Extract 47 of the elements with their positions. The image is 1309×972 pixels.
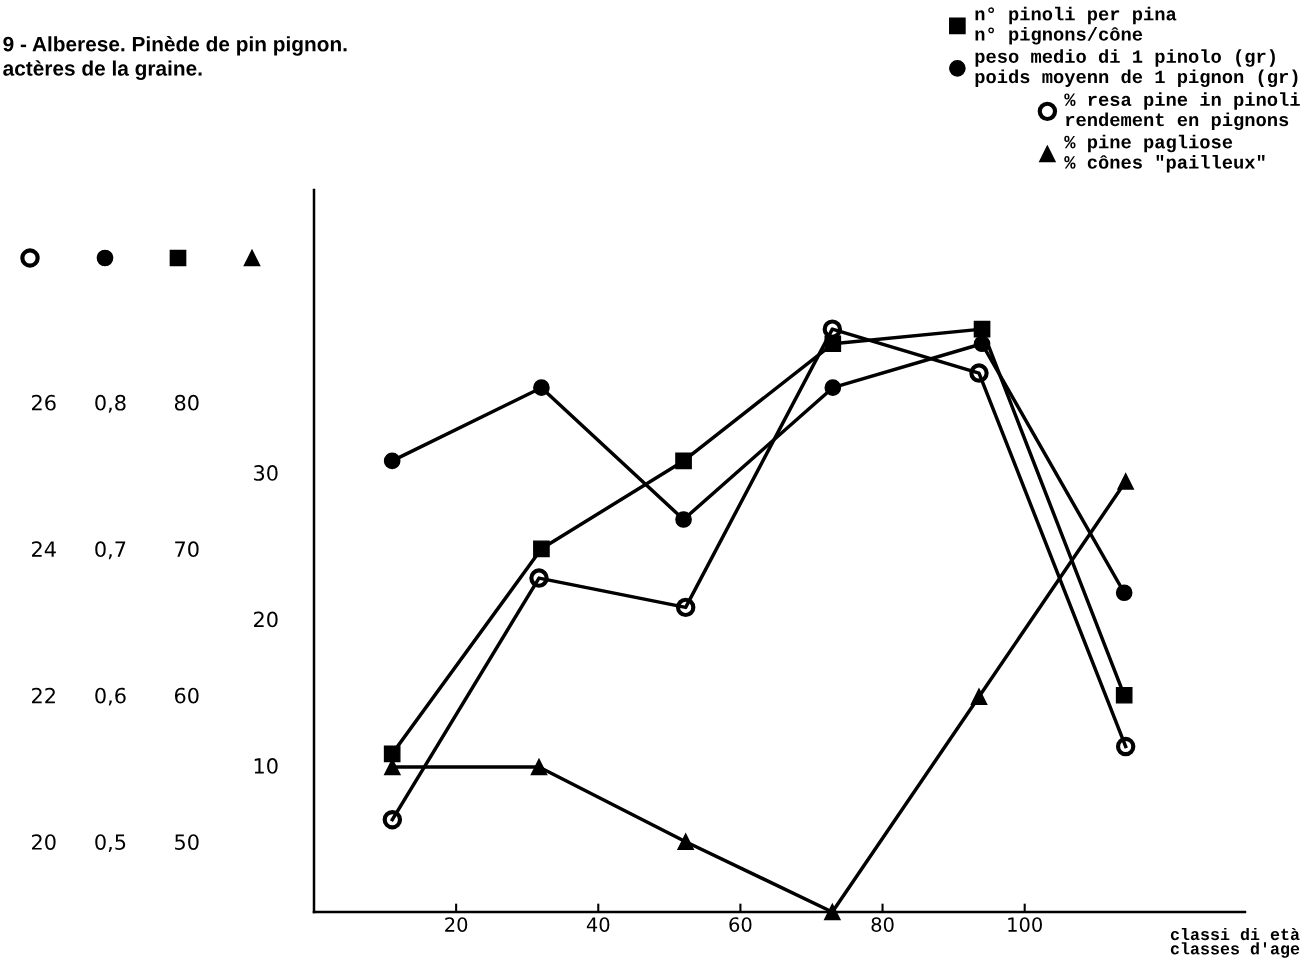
legend-label: % pine pagliose % cônes "pailleux" bbox=[1064, 134, 1265, 173]
point bbox=[823, 903, 841, 921]
x-tick-label: 60 bbox=[729, 917, 752, 932]
legend-label: peso medio di 1 pinolo (gr) poids moyenn de 1 pignon (gr) bbox=[975, 49, 1298, 88]
point bbox=[1115, 584, 1133, 602]
point bbox=[1117, 473, 1135, 490]
point bbox=[1115, 686, 1133, 704]
y2-tick-label: 20 bbox=[32, 834, 56, 850]
point bbox=[533, 540, 550, 558]
y-tick-label: 30 bbox=[254, 465, 278, 481]
point bbox=[970, 688, 988, 706]
point bbox=[824, 379, 842, 397]
x-tick-label: 20 bbox=[445, 917, 468, 932]
y2-tick-label: 24 bbox=[32, 541, 56, 557]
point bbox=[382, 810, 403, 830]
point bbox=[530, 758, 548, 776]
point bbox=[675, 452, 692, 470]
point bbox=[383, 745, 401, 763]
legend-label: % resa pine in pinoli rendement en pignons bbox=[1064, 92, 1300, 131]
point bbox=[675, 511, 692, 528]
point bbox=[529, 568, 549, 588]
y2-tick-label: 0,5 bbox=[95, 834, 126, 853]
y2-tick-label: 0,7 bbox=[95, 541, 126, 560]
y-tick-label: 20 bbox=[254, 611, 278, 628]
point bbox=[973, 335, 991, 353]
y-tick-label: 80 bbox=[174, 394, 199, 411]
x-tick-label: 100 bbox=[1008, 917, 1042, 932]
point bbox=[969, 363, 989, 383]
x-tick-label: 40 bbox=[586, 917, 610, 932]
y-tick-label: 70 bbox=[175, 541, 199, 558]
point bbox=[383, 452, 401, 470]
point bbox=[1115, 736, 1136, 757]
y-tick-label: 10 bbox=[254, 758, 278, 774]
y2-tick-label: 26 bbox=[32, 394, 56, 411]
x-axis-title: classi di età classes d'age bbox=[1170, 927, 1300, 958]
y-tick-label: 50 bbox=[175, 834, 199, 850]
x-tick-label: 80 bbox=[871, 917, 894, 932]
point bbox=[677, 833, 695, 851]
chart-title: 9 - Alberese. Pinède de pin pignon. actères de la graine. bbox=[3, 36, 347, 80]
y2-tick-label: 0,6 bbox=[95, 687, 126, 706]
y-tick-label: 60 bbox=[174, 687, 199, 704]
point bbox=[675, 597, 696, 618]
y2-tick-label: 0,8 bbox=[95, 394, 126, 413]
point bbox=[533, 379, 550, 397]
point bbox=[822, 319, 843, 339]
point bbox=[973, 320, 991, 338]
y2-tick-label: 22 bbox=[32, 687, 55, 704]
